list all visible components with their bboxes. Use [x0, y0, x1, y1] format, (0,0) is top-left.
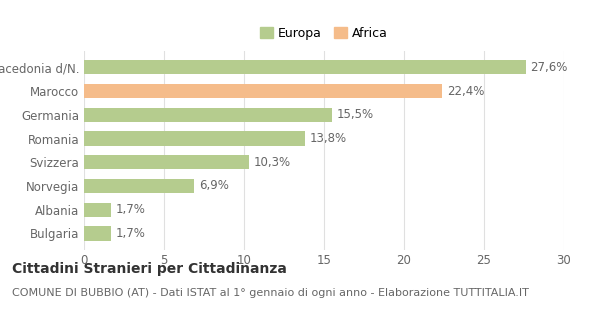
Bar	[84, 84, 442, 98]
Text: 6,9%: 6,9%	[199, 180, 229, 193]
Text: Cittadini Stranieri per Cittadinanza: Cittadini Stranieri per Cittadinanza	[12, 262, 287, 276]
Legend: Europa, Africa: Europa, Africa	[256, 22, 392, 45]
Bar	[84, 226, 111, 241]
Text: 27,6%: 27,6%	[530, 61, 568, 74]
Text: 15,5%: 15,5%	[337, 108, 374, 121]
Bar	[84, 60, 526, 75]
Bar	[84, 203, 111, 217]
Text: 10,3%: 10,3%	[254, 156, 291, 169]
Bar	[84, 179, 194, 193]
Text: 13,8%: 13,8%	[310, 132, 347, 145]
Text: 1,7%: 1,7%	[116, 203, 146, 216]
Text: COMUNE DI BUBBIO (AT) - Dati ISTAT al 1° gennaio di ogni anno - Elaborazione TUT: COMUNE DI BUBBIO (AT) - Dati ISTAT al 1°…	[12, 288, 529, 298]
Text: 22,4%: 22,4%	[447, 84, 485, 98]
Bar	[84, 108, 332, 122]
Text: 1,7%: 1,7%	[116, 227, 146, 240]
Bar	[84, 155, 249, 169]
Bar	[84, 132, 305, 146]
